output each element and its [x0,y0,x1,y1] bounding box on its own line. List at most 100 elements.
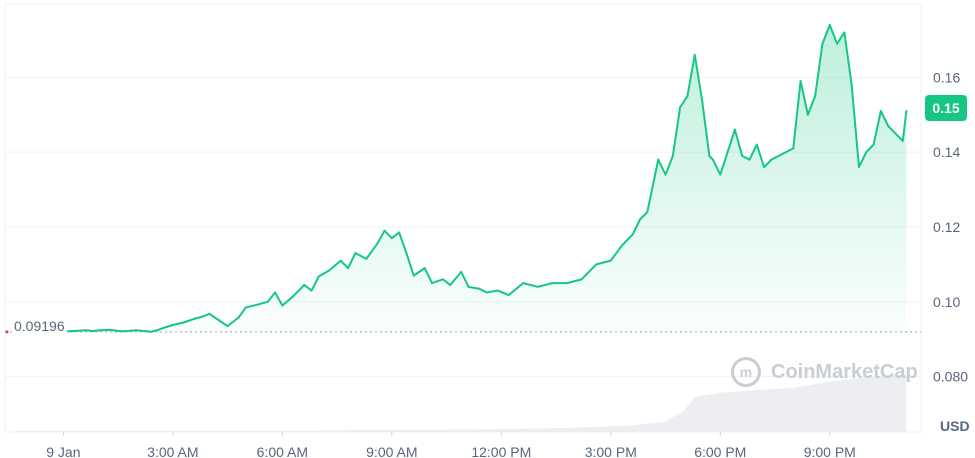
price-segment [646,158,660,214]
price-segment [317,269,331,278]
price-segment [879,110,890,127]
price-segment [281,295,295,307]
price-segment [711,158,722,176]
price-segment [149,328,160,333]
price-segment [376,229,386,245]
coinmarketcap-logo-icon: m [731,357,761,387]
price-segment [449,270,463,286]
price-segment [850,83,860,169]
price-segment [701,98,711,157]
price-segment [719,151,729,176]
price-segment [806,95,817,116]
price-segment [310,275,320,292]
x-axis-ticks: 9 Jan 3:00 AM 6:00 AM 9:00 AM 12:00 PM 3:00 P… [46,432,856,458]
price-segment [821,23,831,45]
price-segment [120,329,138,333]
price-segment [390,231,401,240]
price-segment [383,229,393,240]
price-segment [741,154,751,161]
x-tick-label: 3:00 AM [147,444,198,458]
price-segment [109,328,123,333]
y-tick-label: 0.16 [933,69,960,85]
price-segment [135,329,152,333]
price-segment [365,242,379,260]
price-segment [693,53,704,101]
price-segment [595,259,612,266]
price-segment [157,326,167,331]
price-segment [478,287,488,294]
currency-label: USD [940,418,970,434]
price-segment [671,106,682,157]
price-segment [887,124,897,135]
price-segment [201,312,211,318]
price-segment [441,278,452,286]
volume-bars [15,374,907,432]
price-segment [755,143,766,169]
price-segment [208,312,222,323]
price-segment [733,128,744,157]
price-segment [412,267,426,277]
price-segment [423,267,433,285]
x-tick-label: 12:00 PM [471,444,531,458]
price-segment [354,252,368,260]
price-segment [328,259,342,272]
price-segment [91,329,101,332]
x-tick-label: 9 Jan [46,444,80,458]
price-segment [398,231,408,255]
price-segment [507,282,525,297]
price-segment [164,324,174,329]
x-tick-label: 3:00 PM [585,444,637,458]
x-tick-label: 9:00 AM [366,444,417,458]
price-segment [496,289,510,297]
price-segment [620,233,634,247]
current-price-badge: 0.15 [925,95,967,121]
y-tick-label: 0.14 [933,144,960,160]
price-segment [901,110,908,142]
price-line [5,23,908,334]
price-segment [266,291,277,303]
price-segment [657,158,667,176]
price-segment [664,154,674,176]
price-segment [292,283,306,298]
price-segment [679,95,689,109]
price-segment [828,23,839,45]
y-axis-ticks: 0.16 0.14 0.12 0.10 0.080 [933,69,968,384]
price-segment [609,244,623,262]
price-segment [894,132,904,142]
price-segment [814,42,824,98]
price-segment [777,151,787,157]
watermark-text: CoinMarketCap [771,360,918,383]
price-segment [244,303,258,309]
price-area-fill [63,24,907,332]
open-marker [5,330,9,334]
price-segment [219,320,229,328]
price-segment [566,278,583,285]
price-segment [430,278,444,285]
price-segment [726,128,736,154]
y-tick-label: 0.12 [933,219,960,235]
x-tick-label: 9:00 PM [804,444,856,458]
price-area [63,24,907,332]
price-segment [171,321,185,326]
price-segment [843,31,853,86]
price-segment [784,147,795,154]
price-segment [763,158,773,169]
x-tick-label: 6:00 AM [257,444,308,458]
price-segment [836,31,846,45]
price-segment [73,329,87,332]
price-segment [638,211,649,221]
price-segment [686,53,696,98]
price-segment [226,316,240,328]
open-price-label: 0.09196 [12,316,67,336]
price-segment [405,252,415,277]
price-segment [274,291,284,307]
price-segment [84,329,94,332]
price-segment [872,110,882,146]
price-segment [303,283,313,292]
price-segment [631,218,641,236]
x-tick-label: 6:00 PM [694,444,746,458]
price-segment [536,282,554,288]
price-segment [580,263,598,281]
y-tick-label: 0.10 [933,294,960,310]
